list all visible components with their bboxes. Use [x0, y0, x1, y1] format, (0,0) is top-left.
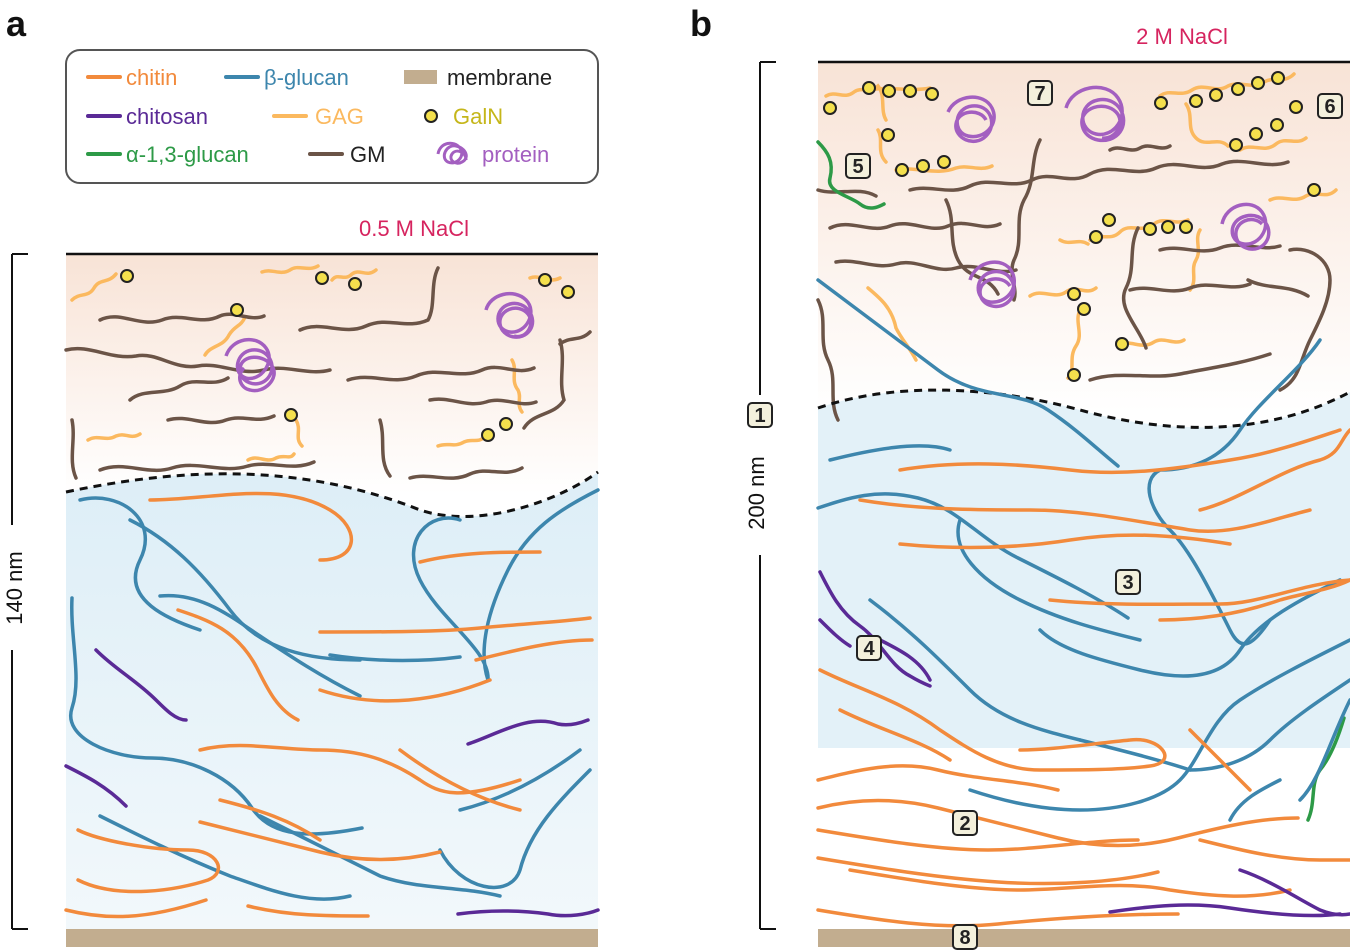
legend-label-chitin: chitin — [126, 65, 177, 90]
legend-label-bglucan: β-glucan — [264, 65, 349, 90]
marker-3: 3 — [1115, 569, 1141, 595]
numbered-markers: 1 2 3 4 5 6 7 — [747, 80, 1343, 950]
legend-swatch-protein-icon — [436, 141, 468, 165]
svg-text:5: 5 — [852, 156, 863, 178]
panel-a-chitosan-fibers — [64, 648, 600, 918]
legend-label-protein: protein — [482, 142, 549, 167]
protein-icon — [968, 260, 1016, 309]
legend-swatch-membrane — [404, 70, 437, 84]
legend-label-membrane: membrane — [447, 65, 552, 90]
panel-b-chitosan-fibers — [818, 570, 1350, 918]
panel-a-interface-line — [65, 470, 599, 518]
panel-b-condition: 2 M NaCl — [1136, 24, 1228, 49]
panel-a-inner-layer — [66, 472, 598, 929]
legend-label-gag: GAG — [315, 104, 364, 129]
marker-4: 4 — [856, 635, 882, 661]
svg-text:7: 7 — [1034, 83, 1045, 105]
protein-icon — [946, 95, 996, 143]
legend-swatch-galn-icon — [424, 109, 438, 123]
panel-a-thickness-label: 140 nm — [2, 551, 27, 624]
svg-text:1: 1 — [754, 405, 765, 427]
panel-a-bglucan-fibers — [68, 488, 600, 901]
svg-text:3: 3 — [1122, 572, 1133, 594]
marker-1: 1 — [747, 402, 773, 428]
protein-icon — [1220, 202, 1271, 251]
svg-text:8: 8 — [959, 927, 970, 949]
panel-a-membrane — [66, 929, 598, 947]
marker-7: 7 — [1027, 80, 1053, 106]
panel-a-protein-blobs — [224, 291, 535, 393]
marker-6: 6 — [1317, 93, 1343, 119]
panel-b-galn-dots — [823, 71, 1321, 382]
legend-label-chitosan: chitosan — [126, 104, 208, 129]
legend-label-gm: GM — [350, 142, 385, 167]
panel-a-gm-fibers — [64, 266, 592, 480]
panel-a-condition: 0.5 M NaCl — [359, 216, 469, 241]
panel-a: 0.5 M NaCl 140 nm — [2, 216, 600, 947]
panel-b-membrane — [818, 929, 1350, 947]
marker-5: 5 — [845, 153, 871, 179]
legend-label-a13glucan: α-1,3-glucan — [126, 142, 249, 167]
panel-b-chitin-fibers — [816, 428, 1350, 928]
panel-a-chitin-fibers — [64, 491, 594, 919]
panel-a-galn-dots — [120, 269, 575, 442]
svg-text:6: 6 — [1324, 96, 1335, 118]
panel-b-inner-layer — [818, 390, 1350, 748]
protein-icon — [224, 337, 276, 393]
panel-b-letter: b — [690, 3, 712, 44]
marker-2: 2 — [952, 810, 978, 836]
marker-8: 8 — [952, 924, 978, 950]
panel-b-bglucan-fibers — [816, 278, 1350, 822]
panel-b: 2 M NaCl 200 nm — [744, 24, 1350, 950]
panel-a-outer-layer — [66, 254, 598, 494]
svg-text:2: 2 — [959, 813, 970, 835]
protein-icon — [484, 291, 535, 339]
legend-label-galn: GalN — [453, 104, 503, 129]
panel-a-letter: a — [6, 3, 27, 44]
legend: chitin β-glucan membrane chitosan GAG Ga… — [65, 49, 599, 184]
panel-b-interface-line — [817, 388, 1350, 429]
svg-text:4: 4 — [863, 638, 875, 660]
protein-icon — [1064, 85, 1126, 143]
panel-a-gag-fibers — [70, 264, 562, 462]
panel-b-protein-blobs — [946, 85, 1271, 309]
panel-b-thickness-label: 200 nm — [744, 456, 769, 529]
